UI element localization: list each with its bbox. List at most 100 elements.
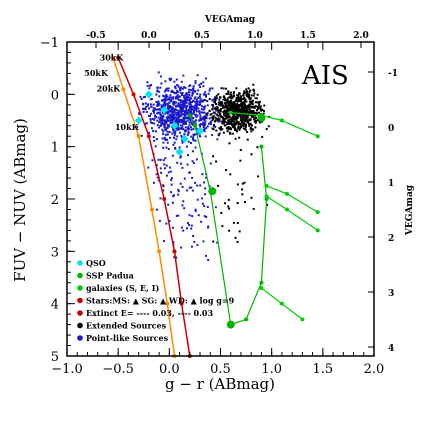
series-node: [116, 55, 121, 60]
extended-source: [211, 127, 214, 130]
point-like-source: [180, 80, 183, 83]
point-like-source: [201, 202, 204, 205]
extended-source: [222, 98, 225, 101]
extended-source: [229, 173, 232, 176]
point-like-source: [173, 134, 176, 137]
extended-source: [211, 108, 214, 111]
extended-source: [220, 125, 223, 128]
point-like-source: [206, 125, 209, 128]
extended-source: [236, 117, 239, 120]
point-like-source: [181, 127, 184, 130]
x-tick-label: 0.0: [159, 362, 180, 377]
extended-source: [231, 106, 234, 109]
point-like-source: [193, 90, 196, 93]
point-like-source: [164, 80, 167, 83]
point-like-source: [190, 224, 193, 227]
extended-source: [225, 110, 228, 113]
point-like-source: [165, 116, 168, 119]
extended-source: [227, 112, 230, 115]
extended-source: [222, 96, 225, 99]
point-like-source: [179, 95, 182, 98]
point-like-source: [171, 119, 174, 122]
extended-source: [254, 111, 257, 114]
extended-source: [252, 105, 255, 108]
point-like-source: [206, 205, 209, 208]
point-like-source: [193, 97, 196, 100]
extended-source: [239, 103, 242, 106]
extended-source: [244, 117, 247, 120]
point-like-source: [188, 101, 191, 104]
point-like-source: [153, 139, 156, 142]
legend-swatch: [77, 272, 83, 279]
extended-source: [229, 93, 232, 96]
extended-source: [218, 96, 221, 99]
point-like-source: [203, 181, 206, 184]
point-like-source: [183, 207, 186, 210]
point-like-source: [191, 160, 194, 163]
qso-marker: [196, 126, 205, 135]
extended-source: [230, 102, 233, 105]
point-like-source: [169, 170, 172, 173]
extended-source: [254, 104, 257, 107]
extended-source: [236, 183, 239, 186]
qso-marker: [180, 134, 189, 143]
point-like-source: [191, 122, 194, 125]
extended-source: [232, 95, 235, 98]
scatter-points: [136, 71, 271, 261]
extended-source: [253, 120, 256, 123]
point-like-source: [162, 115, 165, 118]
point-like-source: [145, 111, 148, 114]
point-like-source: [163, 119, 166, 122]
point-like-source: [207, 122, 210, 125]
point-like-source: [192, 109, 195, 112]
y-tick-label: 4: [51, 298, 59, 313]
extended-source: [229, 132, 232, 135]
point-like-source: [198, 119, 201, 122]
point-like-source: [191, 150, 194, 153]
point-like-source: [209, 123, 212, 126]
point-like-source: [169, 119, 172, 122]
extended-source: [227, 125, 230, 128]
point-like-source: [156, 108, 159, 111]
x-tick-label: −0.5: [102, 362, 134, 377]
point-like-source: [173, 102, 176, 105]
point-like-source: [169, 136, 172, 139]
point-like-source: [194, 208, 197, 211]
extended-source: [233, 115, 236, 118]
point-like-source: [204, 254, 207, 257]
extended-source: [237, 95, 240, 98]
extended-source: [228, 142, 231, 145]
extended-source: [239, 114, 242, 117]
extended-source: [249, 100, 252, 103]
point-like-source: [185, 99, 188, 102]
extended-source: [224, 99, 227, 102]
extended-source: [217, 134, 220, 137]
extended-source: [218, 127, 221, 130]
series-node: [136, 134, 141, 139]
point-like-source: [153, 118, 156, 121]
extended-source: [249, 128, 252, 131]
point-like-source: [168, 77, 171, 80]
extended-source: [226, 122, 229, 125]
extended-source: [244, 98, 247, 101]
series-line: [230, 112, 318, 137]
point-like-source: [194, 80, 197, 83]
series-node: [264, 194, 269, 199]
point-like-source: [152, 130, 155, 133]
extended-source: [253, 117, 256, 120]
extended-source: [232, 91, 235, 94]
extended-source: [235, 87, 238, 90]
point-like-source: [171, 97, 174, 100]
x-tick-label: 2.0: [364, 362, 385, 377]
series-line: [266, 185, 319, 213]
extended-source: [235, 113, 238, 116]
point-like-source: [175, 101, 178, 104]
extended-source: [249, 122, 252, 125]
right-axis-title: VEGAmag: [405, 184, 415, 236]
extended-source: [245, 107, 248, 110]
point-like-source: [195, 104, 198, 107]
ssp-marker: [208, 187, 217, 196]
point-like-source: [179, 156, 182, 159]
point-like-source: [168, 119, 171, 122]
point-like-source: [188, 98, 191, 101]
